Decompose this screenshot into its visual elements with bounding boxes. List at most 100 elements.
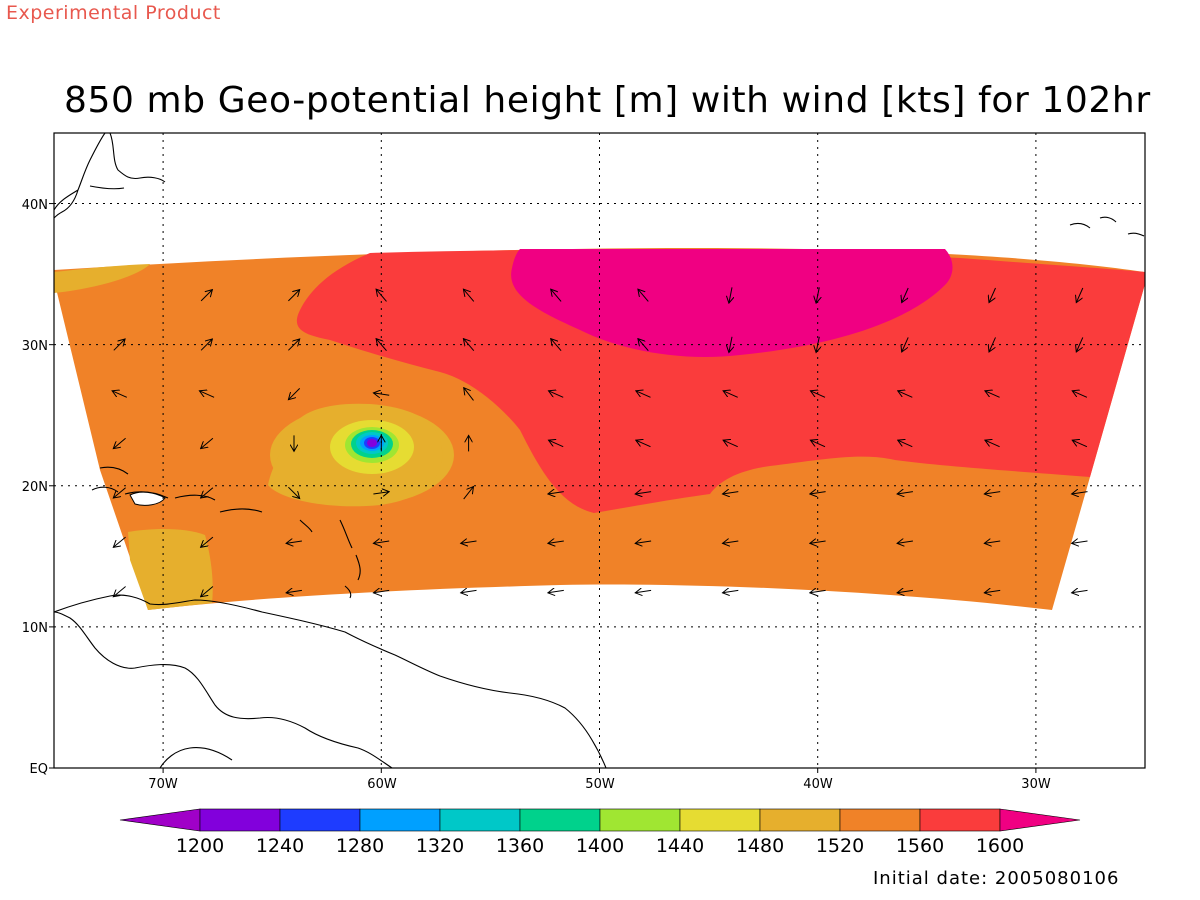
wind-arrow	[1072, 541, 1088, 543]
low-center-1240	[367, 439, 377, 447]
wind-arrow	[200, 290, 212, 302]
wind-arrow	[548, 541, 564, 543]
wind-arrow	[549, 391, 564, 398]
plot-title: 850 mb Geo-potential height [m] with win…	[64, 80, 1151, 121]
experimental-product-label: Experimental Product	[6, 2, 221, 24]
wind-arrow	[638, 289, 649, 302]
lon-label-30w: 30W	[1021, 777, 1051, 792]
wind-arrow	[288, 290, 299, 302]
wind-arrow	[548, 492, 564, 494]
wind-arrow	[113, 339, 125, 351]
wind-arrow	[461, 590, 477, 592]
lon-label-70w: 70W	[148, 777, 178, 792]
wind-arrow	[376, 339, 387, 352]
height-region-1600	[296, 249, 1145, 513]
lon-labels: 70W 60W 50W 40W 30W	[148, 777, 1051, 792]
colorbar-extend-high	[999, 808, 1081, 832]
wind-arrow	[461, 541, 477, 543]
wind-arrow	[729, 336, 732, 353]
wind-arrow	[984, 590, 1001, 592]
wind-vectors	[112, 287, 1088, 597]
wind-arrow	[810, 391, 826, 398]
lat-label-40n: 40N	[22, 198, 48, 213]
wind-arrow	[810, 492, 826, 494]
colorbar-label-1240: 1240	[256, 835, 304, 857]
colorbar-label-1480: 1480	[736, 835, 784, 857]
colorbar-labels: 1200 1240 1280 1320 1360 1400 1440 1480 …	[176, 835, 1024, 857]
lon-label-50w: 50W	[585, 777, 615, 792]
wind-arrow	[989, 287, 996, 303]
wind-arrow	[1076, 337, 1084, 352]
wind-arrow	[201, 536, 214, 547]
wind-arrow	[463, 289, 475, 302]
wind-arrow	[897, 541, 913, 543]
axis-ticks	[49, 203, 1037, 773]
wind-arrow	[113, 437, 126, 448]
wind-arrow	[1072, 492, 1088, 494]
lon-label-60w: 60W	[367, 777, 397, 792]
wind-arrow	[288, 339, 299, 351]
wind-arrow	[985, 391, 1000, 398]
colorbar-label-1440: 1440	[656, 835, 704, 857]
wind-arrow	[984, 492, 1001, 494]
grid-lines	[54, 133, 1145, 768]
lat-labels: EQ 10N 20N 30N 40N	[22, 198, 48, 777]
wind-arrow	[810, 590, 826, 592]
colorbar-label-1320: 1320	[416, 835, 464, 857]
lat-label-20n: 20N	[22, 480, 48, 495]
wind-arrow	[1072, 440, 1088, 448]
wind-arrow	[464, 388, 474, 401]
wind-arrow	[199, 391, 215, 398]
wind-arrow	[635, 492, 652, 494]
wind-arrow	[463, 339, 475, 352]
colorbar-segment	[359, 808, 441, 832]
wind-arrow	[902, 337, 909, 352]
colorbar-label-1520: 1520	[816, 835, 864, 857]
wind-arrow	[729, 287, 732, 303]
height-region-1520-southwest	[128, 528, 213, 610]
wind-arrow	[373, 393, 390, 395]
wind-arrow	[902, 287, 909, 303]
colorbar-label-1560: 1560	[896, 835, 944, 857]
wind-arrow	[723, 492, 739, 494]
wind-arrow	[723, 391, 738, 398]
colorbar-label-1200: 1200	[176, 835, 224, 857]
colorbar-segment	[839, 808, 921, 832]
wind-arrow	[373, 541, 390, 543]
wind-arrow	[286, 541, 302, 543]
wind-arrow	[723, 440, 738, 448]
height-field	[54, 248, 1145, 610]
lat-label-30n: 30N	[22, 339, 48, 354]
island-hispaniola	[129, 491, 166, 506]
colorbar-segment	[279, 808, 361, 832]
colorbar-label-1280: 1280	[336, 835, 384, 857]
colorbar-label-1360: 1360	[496, 835, 544, 857]
wind-arrow	[201, 437, 214, 448]
height-region-1520-northwest	[54, 264, 150, 293]
wind-arrow	[549, 440, 564, 448]
wind-arrow	[286, 590, 302, 592]
lat-label-eq: EQ	[30, 762, 48, 777]
lat-label-10n: 10N	[22, 621, 48, 636]
wind-arrow	[373, 492, 389, 494]
colorbar-segment	[919, 808, 1001, 832]
colorbar-segment	[679, 808, 761, 832]
colorbar-label-1600: 1600	[976, 835, 1024, 857]
lon-label-40w: 40W	[803, 777, 833, 792]
wind-arrow	[816, 336, 819, 353]
wind-arrow	[635, 541, 652, 543]
wind-arrow	[113, 487, 126, 498]
colorbar-extend-low	[119, 808, 201, 832]
wind-arrow	[723, 590, 739, 592]
colorbar-label-1400: 1400	[576, 835, 624, 857]
wind-arrow	[201, 487, 214, 498]
coastline-north-america	[54, 133, 166, 219]
wind-arrow	[897, 492, 913, 494]
wind-arrow	[288, 486, 299, 498]
wind-arrow	[1072, 391, 1088, 398]
wind-arrow	[201, 586, 214, 597]
wind-arrow	[636, 391, 651, 398]
wind-arrow	[551, 339, 562, 352]
